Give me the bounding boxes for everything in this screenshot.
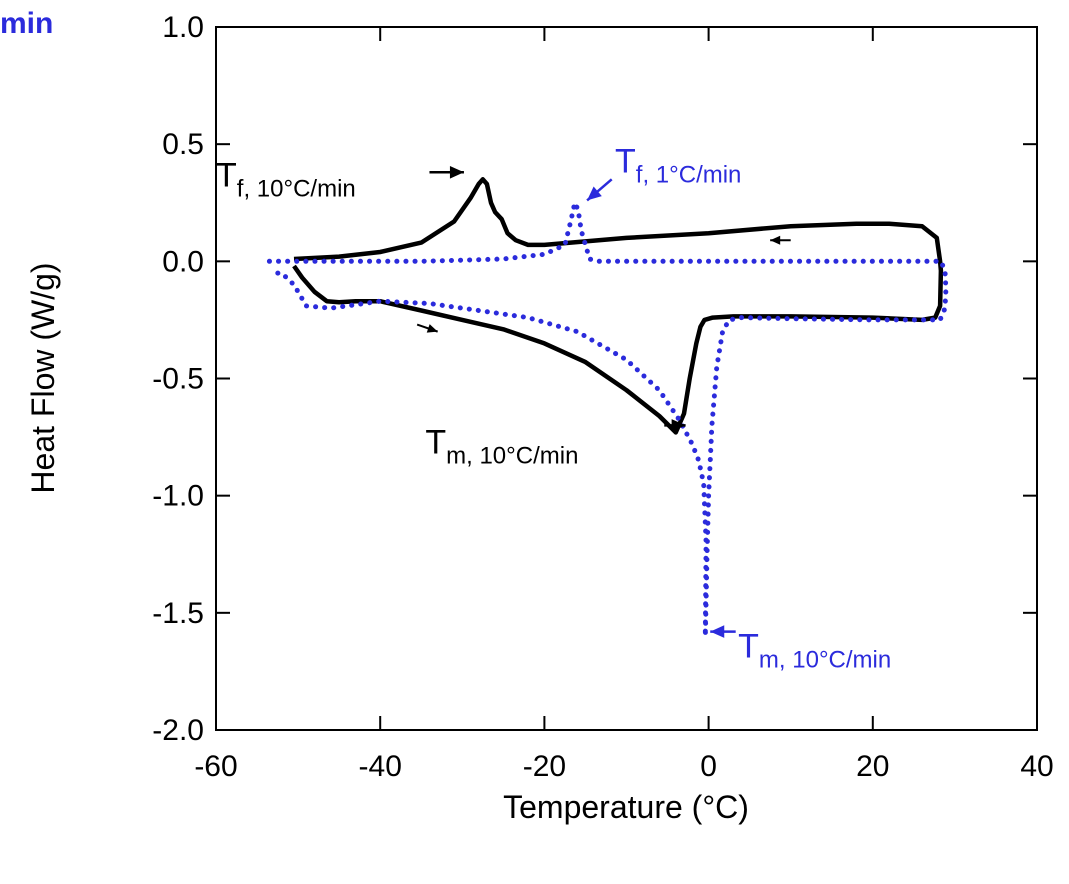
corner-label: min	[0, 7, 53, 40]
series-dotted-line	[266, 200, 949, 639]
y-tick-label: 1.0	[162, 11, 204, 44]
annotation-arrows	[416, 165, 791, 638]
y-axis-title: Heat Flow (W/g)	[25, 262, 61, 493]
direction-arrow	[770, 235, 791, 245]
y-tick-label: 0.0	[162, 245, 204, 278]
direction-arrow	[416, 323, 438, 333]
series-solid-line	[292, 177, 944, 435]
annotation-arrow	[710, 625, 736, 638]
x-tick-label: 20	[856, 750, 889, 783]
x-tick-label: 0	[700, 750, 717, 783]
axis-ticks: -60 -40 -20 0 20 40 1.0 0.5 0.0 -0.5 -1.0 -1.5 -2.0	[152, 11, 1053, 783]
annotation-label: Tf, 10°C/min	[216, 156, 356, 202]
y-tick-label: -1.5	[152, 597, 204, 630]
annotation-arrow	[429, 165, 464, 179]
x-axis-title: Temperature (°C)	[503, 789, 749, 825]
annotation-label: Tf, 1°C/min	[615, 142, 741, 188]
annotation-label: Tm, 10°C/min	[738, 627, 891, 673]
y-tick-label: -2.0	[152, 714, 204, 747]
annotation-labels: Tf, 10°C/min Tf, 1°C/min Tm, 10°C/min Tm, 1…	[216, 142, 891, 673]
x-tick-label: -60	[194, 750, 237, 783]
y-tick-label: -1.0	[152, 480, 204, 513]
plot-frame	[215, 26, 1038, 731]
y-tick-label: -0.5	[152, 363, 204, 396]
annotation-arrow	[586, 178, 613, 202]
y-tick-label: 0.5	[162, 128, 204, 161]
annotation-arrow	[664, 419, 686, 432]
x-tick-label: -20	[523, 750, 566, 783]
x-tick-label: 40	[1020, 750, 1053, 783]
annotation-label: Tm, 10°C/min	[425, 423, 578, 469]
series-layer	[266, 177, 949, 639]
x-tick-label: -40	[359, 750, 402, 783]
